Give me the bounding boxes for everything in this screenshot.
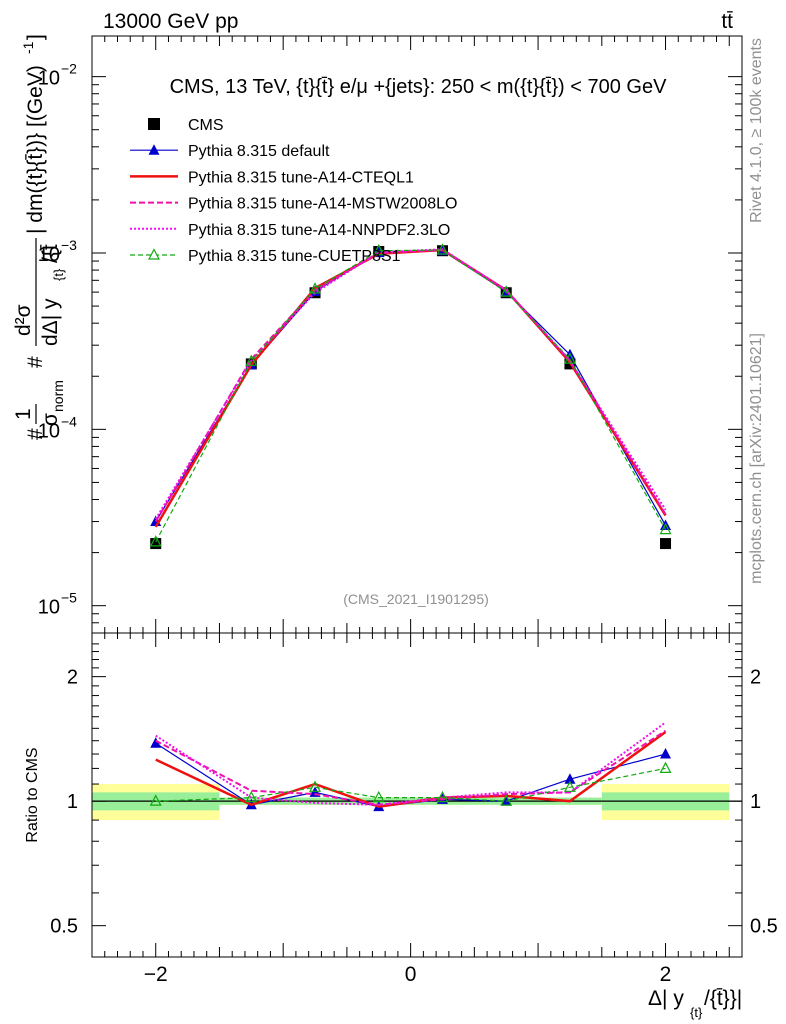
ratio-series [149, 721, 672, 812]
ratio-line-cteql1 [155, 730, 667, 808]
chart-title: CMS, 13 TeV, {t}{t̄} e/μ +{jets}: 250 < … [170, 76, 668, 98]
ratio-y-tick-labels: 0.5 0.5 1 1 2 2 [50, 667, 778, 938]
y-label-norm: norm [50, 380, 66, 412]
x-tick-label: −2 [144, 963, 168, 986]
y-label-exponent: -1 [20, 41, 36, 54]
y-label-close: ] [24, 34, 47, 40]
ratio-y-tick-label-right: 0.5 [750, 916, 778, 938]
y-label-ddelta: dΔ| y [39, 298, 62, 346]
ratio-y-axis-label: Ratio to CMS [24, 747, 41, 842]
ratio-line-nnpdf [155, 721, 667, 806]
ratio-point-default [660, 748, 672, 759]
mcplots-label: mcplots.cern.ch [arXiv:2401.10621] [748, 333, 765, 584]
y-label-sigma: σ [39, 413, 62, 426]
ratio-point-cuetp8s1 [500, 794, 513, 806]
ratio-point-cuetp8s1 [563, 780, 576, 792]
y-label-one: 1 [12, 408, 35, 420]
x-label-rest: /{t̄}}| [704, 987, 742, 1010]
ratio-point-default [150, 737, 162, 748]
ratio-frame [91, 632, 743, 958]
x-tick-labels: −2 0 2 [144, 963, 672, 986]
legend-label-mstw: Pythia 8.315 tune-A14-MSTW2008LO [188, 196, 457, 213]
analysis-watermark: (CMS_2021_I1901295) [343, 591, 489, 607]
data-point-cuetp8s1 [436, 243, 449, 255]
ratio-line-mstw [155, 729, 667, 806]
y-tick-label-base: 10 [38, 68, 60, 90]
data-point-cuetp8s1 [500, 285, 513, 297]
ratio-point-cuetp8s1 [659, 761, 672, 774]
legend: CMS Pythia 8.315 default Pythia 8.315 tune… [130, 117, 457, 265]
ratio-y-tick-label: 2 [67, 667, 78, 689]
y-tick-label-exponent: −5 [61, 590, 77, 606]
data-point-cms [150, 538, 162, 550]
legend-marker-cuetp8s1 [148, 248, 160, 260]
data-point-cuetp8s1 [563, 352, 576, 364]
series-line-default [155, 250, 667, 526]
legend-label-cuetp8s1: Pythia 8.315 tune-CUETP8S1 [188, 248, 401, 265]
rivet-label: Rivet 4.1.0, ≥ 100k events [748, 38, 765, 223]
legend-marker-default [148, 144, 160, 155]
ratio-y-tick-label: 1 [67, 791, 78, 813]
ratio-point-cuetp8s1 [245, 790, 258, 803]
main-series [149, 243, 672, 550]
ratio-point-default [500, 795, 512, 806]
main-y-axis-label: # 1 σ norm # d²σ dΔ| y {t} /{t̄ | dm({t}… [12, 34, 66, 440]
ratio-panel: 0.5 0.5 1 1 2 2 Ratio to CMS −2 0 2 Δ| y {t} /{… [24, 632, 778, 1020]
ratio-point-cuetp8s1 [309, 780, 322, 792]
x-label-main: Δ| y [648, 987, 684, 1010]
ratio-point-cuetp8s1 [436, 790, 449, 803]
y-tick-label-exponent: −3 [61, 237, 77, 253]
y-label-hash2: # [24, 356, 47, 368]
series-line-nnpdf [154, 248, 667, 520]
legend-label-cteql1: Pythia 8.315 tune-A14-CTEQL1 [188, 169, 414, 186]
y-label-t-sub: {t} [51, 268, 66, 281]
data-point-cuetp8s1 [372, 243, 385, 256]
data-point-cuetp8s1 [149, 535, 162, 547]
x-label-sub: {t} [690, 1005, 703, 1020]
series-line-mstw [154, 248, 667, 523]
y-label-d2sigma: d²σ [12, 304, 35, 336]
main-panel: 10−510−410−310−2 CMS, 13 TeV, {t}{t̄} e/… [38, 35, 743, 634]
y-tick-label-exponent: −4 [61, 413, 77, 429]
legend-swatch-cms [148, 118, 160, 130]
y-label-tail: | dm({t}{t̄})} [(GeV) [24, 65, 47, 234]
ratio-line-cuetp8s1 [155, 767, 666, 802]
ratio-point-cuetp8s1 [149, 794, 162, 806]
data-point-cuetp8s1 [245, 354, 258, 366]
ratio-y-tick-label: 0.5 [50, 916, 78, 938]
ratio-point-cuetp8s1 [372, 790, 385, 803]
main-ticks [91, 36, 742, 634]
legend-label-cms: CMS [188, 117, 224, 134]
x-axis-label: Δ| y {t} /{t̄}}| [648, 987, 742, 1020]
ratio-point-default [564, 773, 576, 784]
legend-label-nnpdf: Pythia 8.315 tune-A14-NNPDF2.3LO [188, 222, 450, 239]
y-label-tbar: /{t̄ [39, 244, 62, 263]
x-tick-label: 0 [405, 963, 417, 986]
energy-label: 13000 GeV pp [103, 10, 238, 33]
y-label-hash1: # [24, 428, 47, 440]
legend-label-default: Pythia 8.315 default [188, 143, 330, 160]
main-y-tick-labels: 10−510−410−310−2 [38, 61, 77, 619]
data-point-cuetp8s1 [659, 522, 672, 535]
ratio-y-tick-label-right: 2 [750, 667, 761, 689]
y-tick-label-base: 10 [38, 597, 60, 619]
data-point-cuetp8s1 [309, 282, 322, 294]
y-tick-label-base: 10 [38, 244, 60, 266]
ratio-ticks [91, 633, 742, 957]
y-tick-label-base: 10 [38, 420, 60, 442]
ratio-y-tick-label-right: 1 [750, 791, 761, 813]
y-tick-label-exponent: −2 [61, 61, 77, 77]
x-tick-label: 2 [660, 963, 672, 986]
process-label: tt̄ [721, 10, 733, 33]
data-point-cms [660, 538, 672, 550]
series-line-cuetp8s1 [155, 249, 667, 543]
